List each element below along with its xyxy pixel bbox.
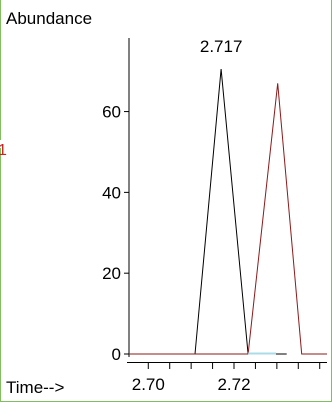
x-tick-label: 2.72	[217, 375, 250, 394]
ticks: 0 20 40 60 2.70 2.72	[102, 103, 321, 394]
series-line-1	[129, 69, 287, 355]
x-axis-label: Time-->	[6, 378, 64, 397]
series-line-2	[129, 83, 327, 355]
axes	[127, 38, 327, 363]
y-tick-label: 0	[112, 345, 121, 364]
y-tick-label: 60	[102, 103, 121, 122]
left-margin-mark: 1	[0, 142, 7, 159]
peak-annotation: 2.717	[200, 37, 243, 56]
series	[129, 69, 327, 355]
x-tick-label: 2.70	[132, 375, 165, 394]
y-tick-label: 40	[102, 183, 121, 202]
annotations: 2.717	[200, 37, 243, 56]
y-axis-label: Abundance	[6, 9, 92, 28]
y-tick-label: 20	[102, 264, 121, 283]
